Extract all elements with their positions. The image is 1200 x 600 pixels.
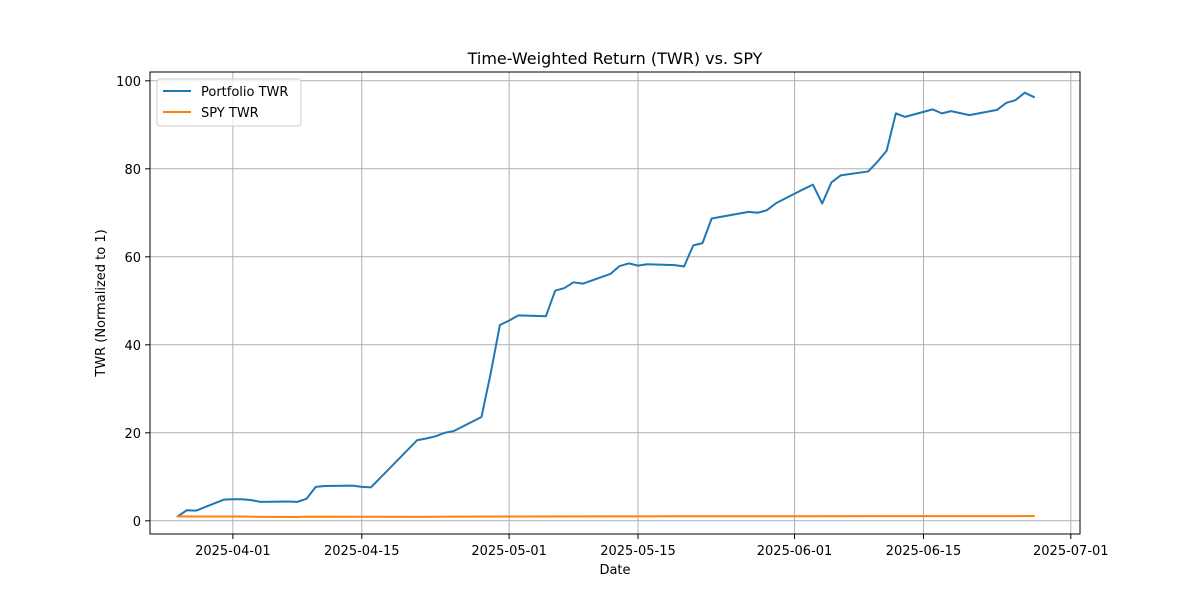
y-tick-label: 80 (124, 163, 141, 178)
series-line-portfolio (176, 91, 1035, 518)
x-axis: 2025-04-01 2025-04-15 2025-05-01 2025-05-15… (195, 534, 1109, 559)
x-tick-label: 2025-05-01 (471, 544, 547, 559)
y-tick-label: 20 (124, 427, 141, 442)
x-axis-title: Date (599, 563, 630, 578)
x-tick-label: 2025-06-01 (757, 544, 833, 559)
x-tick-label: 2025-04-01 (195, 544, 271, 559)
legend-box (156, 78, 302, 127)
y-tick-label: 0 (133, 515, 141, 530)
x-tick-label: 2025-05-15 (600, 544, 676, 559)
y-axis-title: TWR (Normalized to 1) (94, 229, 109, 377)
y-tick-label: 60 (124, 251, 141, 266)
legend: Portfolio TWR SPY TWR (156, 78, 302, 127)
plot-frame (149, 71, 1081, 535)
grid-lines (150, 72, 1080, 534)
series-lines (176, 91, 1035, 519)
chart-title: Time-Weighted Return (TWR) vs. SPY (467, 49, 763, 68)
series-line-spy (176, 515, 1035, 519)
legend-label: SPY TWR (201, 106, 259, 121)
x-tick-label: 2025-04-15 (324, 544, 400, 559)
x-tick-label: 2025-07-01 (1033, 544, 1109, 559)
y-axis: 0 20 40 60 80 100 (116, 75, 150, 530)
y-tick-label: 100 (116, 75, 141, 90)
y-tick-label: 40 (124, 339, 141, 354)
legend-label: Portfolio TWR (201, 85, 288, 100)
x-tick-label: 2025-06-15 (886, 544, 962, 559)
